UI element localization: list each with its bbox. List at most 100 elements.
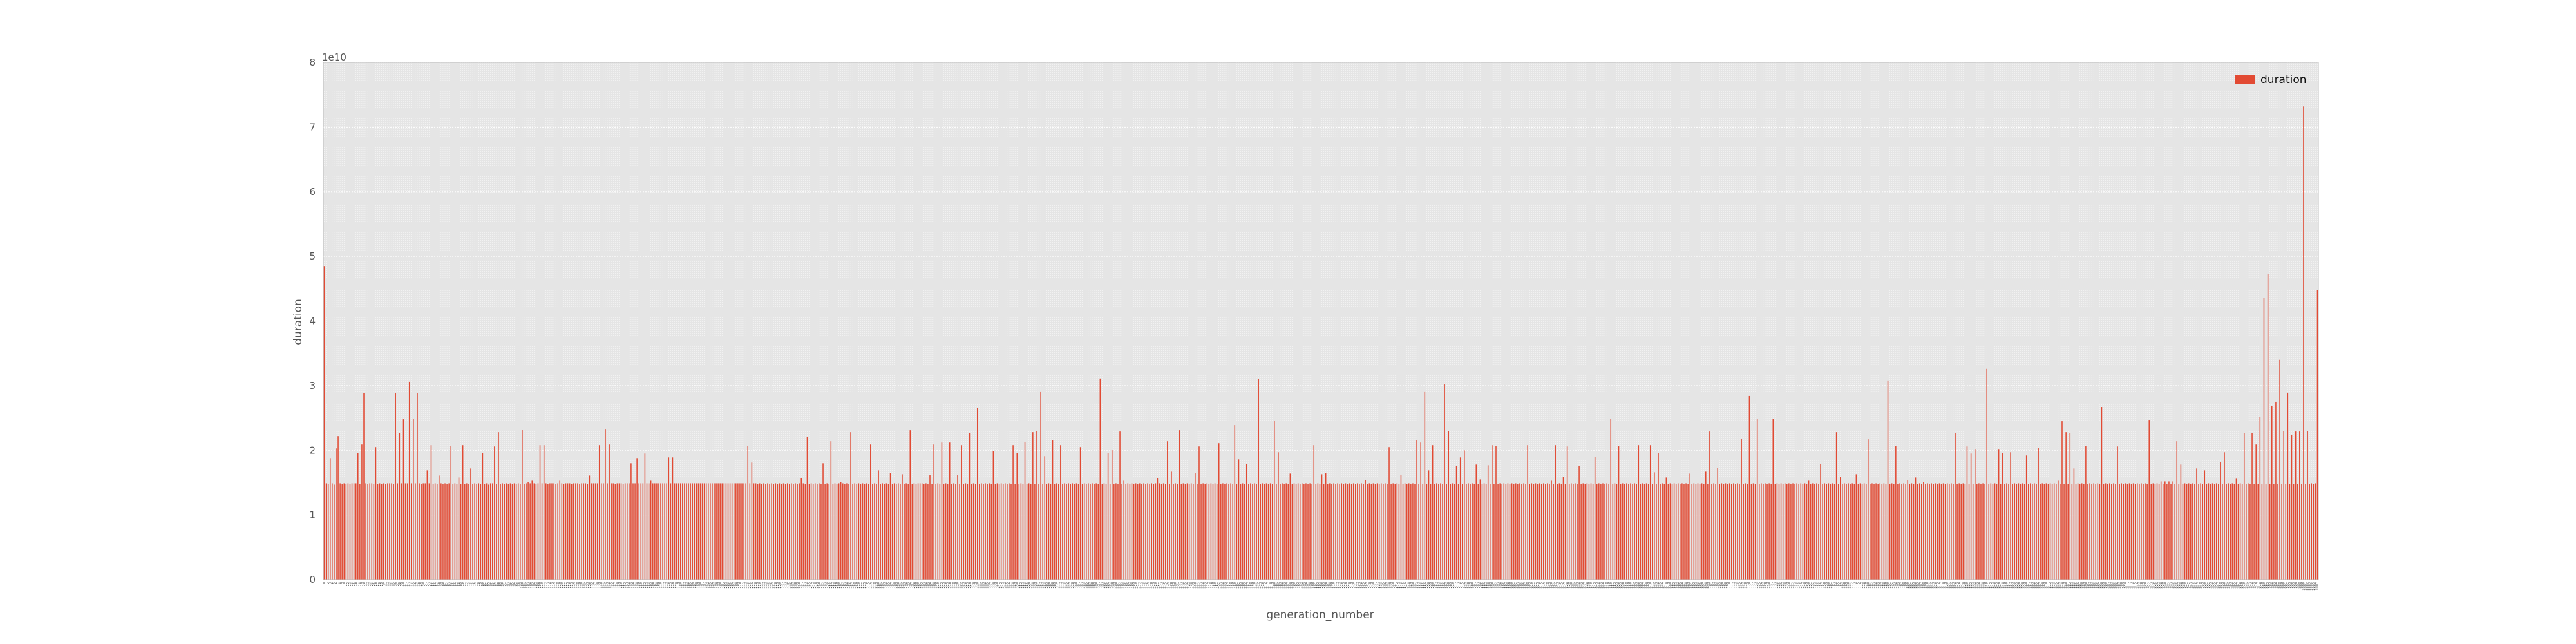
bar <box>1662 483 1663 580</box>
x-tick-label: 108 <box>536 582 540 589</box>
x-tick-label: 777 <box>1861 582 1864 589</box>
x-tick-label: 310 <box>936 582 940 589</box>
x-tick-label: 403 <box>1121 582 1124 589</box>
x-tick-label: 194 <box>706 582 710 589</box>
x-tick-label: 576 <box>1463 582 1466 589</box>
bar <box>1566 446 1568 580</box>
x-tick-label: 248 <box>813 582 817 589</box>
x-tick-label: 947 <box>2197 582 2201 589</box>
bar <box>565 483 567 580</box>
bar <box>1582 483 1584 580</box>
x-tick-label: 297 <box>911 582 914 589</box>
bar <box>1490 484 1491 580</box>
x-tick-label: 50 <box>422 582 426 586</box>
x-tick-label: 860 <box>2025 582 2029 589</box>
bar <box>419 483 420 580</box>
x-tick-label: 251 <box>819 582 823 589</box>
bar <box>2160 481 2162 580</box>
x-tick-label: 596 <box>1502 582 1506 589</box>
bar <box>1361 483 1362 580</box>
bar <box>1962 483 1964 580</box>
bar <box>972 483 974 580</box>
bar <box>1028 483 1030 580</box>
bar <box>921 483 923 580</box>
x-tick-label: 110 <box>540 582 544 589</box>
x-tick-label: 128 <box>576 582 580 589</box>
bar <box>2170 484 2172 580</box>
bar <box>1438 484 1439 580</box>
bar <box>2065 432 2067 580</box>
bar <box>959 484 960 580</box>
x-tick-label: 471 <box>1255 582 1259 589</box>
bar <box>1964 484 1966 580</box>
bar <box>1274 421 1275 580</box>
bar <box>2289 484 2291 580</box>
bar <box>1654 472 1655 580</box>
bar <box>701 483 703 580</box>
x-tick-label: 550 <box>1411 582 1415 589</box>
bar <box>2287 392 2289 580</box>
bar <box>2108 483 2110 580</box>
bar <box>583 483 584 580</box>
x-tick-label: 837 <box>1979 582 1983 589</box>
x-tick-label: 610 <box>1530 582 1534 589</box>
bar <box>1533 484 1535 580</box>
bar <box>1588 484 1590 580</box>
x-tick-label: 968 <box>2239 582 2242 589</box>
bar <box>994 484 996 580</box>
x-tick-label: 548 <box>1407 582 1411 589</box>
bar <box>2243 433 2245 580</box>
x-tick-label: 464 <box>1241 582 1245 589</box>
bar <box>439 475 440 580</box>
x-tick-label: 19 <box>360 582 364 586</box>
bar <box>2198 484 2199 580</box>
x-tick-label: 221 <box>760 582 764 589</box>
bar <box>1802 484 1804 580</box>
x-tick-label: 374 <box>1063 582 1066 589</box>
bar <box>1264 484 1265 580</box>
bar <box>1537 484 1539 580</box>
bar <box>1927 483 1928 580</box>
x-tick-label: 67 <box>455 582 459 586</box>
bar <box>838 483 840 580</box>
x-tick-label: 822 <box>1949 582 1953 589</box>
x-tick-label: 470 <box>1253 582 1257 589</box>
bar <box>1992 484 1994 580</box>
bar <box>1951 483 1952 580</box>
x-tick-label: 389 <box>1093 582 1097 589</box>
bar <box>996 483 998 580</box>
bar <box>688 483 689 580</box>
bar <box>2132 483 2134 580</box>
bar <box>618 483 620 580</box>
x-tick-label: 439 <box>1191 582 1195 589</box>
bar <box>585 483 586 580</box>
x-tick-label: 557 <box>1425 582 1429 589</box>
bar <box>406 483 408 580</box>
x-tick-label: 321 <box>958 582 962 589</box>
x-tick-label: 672 <box>1653 582 1656 589</box>
bar <box>1315 484 1317 580</box>
x-tick-label: 536 <box>1383 582 1387 589</box>
bar <box>1119 431 1121 580</box>
x-tick-label: 208 <box>734 582 738 589</box>
x-tick-label: 917 <box>2137 582 2141 589</box>
x-tick-label: 546 <box>1403 582 1407 589</box>
bar <box>2034 483 2035 580</box>
bar <box>1289 473 1291 580</box>
bar <box>353 483 355 580</box>
bar <box>343 483 345 580</box>
bar <box>1402 484 1404 580</box>
bar <box>941 442 943 580</box>
x-tick-label: 320 <box>956 582 960 589</box>
bar <box>1814 484 1815 580</box>
x-tick-label: 577 <box>1464 582 1468 589</box>
bar <box>943 484 945 580</box>
bar <box>1086 484 1087 580</box>
bar <box>1665 477 1667 580</box>
x-tick-label: 588 <box>1486 582 1490 589</box>
bar <box>1622 483 1624 580</box>
x-tick-label: 967 <box>2237 582 2240 589</box>
x-tick-label: 34 <box>390 582 394 586</box>
bar <box>559 480 561 580</box>
